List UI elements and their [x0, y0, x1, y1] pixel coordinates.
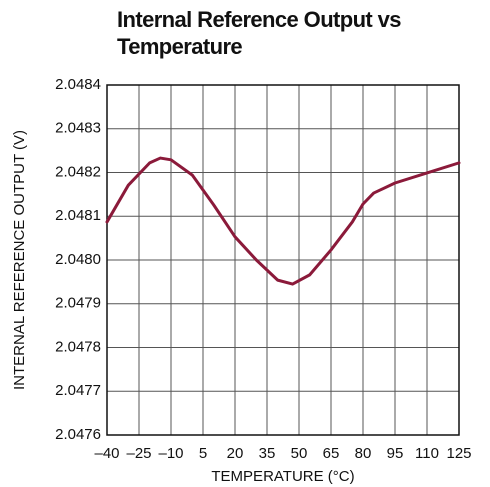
- x-tick-label: 20: [227, 445, 244, 462]
- data-line: [105, 156, 461, 286]
- x-tick-label: 80: [355, 445, 372, 462]
- x-tick-label: 5: [199, 445, 207, 462]
- x-axis-label: TEMPERATURE (°C): [211, 468, 354, 485]
- y-tick-label: 2.0476: [55, 426, 101, 443]
- y-tick-label: 2.0480: [55, 251, 101, 268]
- x-tick-label: 95: [387, 445, 404, 462]
- y-tick-label: 2.0479: [55, 295, 101, 312]
- y-axis-label: INTERNAL REFERENCE OUTPUT (V): [11, 130, 28, 390]
- y-tick-label: 2.0478: [55, 338, 101, 355]
- x-tick-label: –25: [126, 445, 151, 462]
- y-tick-label: 2.0481: [55, 207, 101, 224]
- x-tick-label: –10: [158, 445, 183, 462]
- x-tick-label: 65: [323, 445, 340, 462]
- y-tick-label: 2.0484: [55, 76, 101, 93]
- chart-title: Internal Reference Output vs Temperature: [117, 7, 402, 59]
- x-tick-label: 35: [259, 445, 276, 462]
- y-tick-label: 2.0482: [55, 163, 101, 180]
- x-tick-label: –40: [94, 445, 119, 462]
- x-tick-label: 50: [291, 445, 308, 462]
- plot-frame: [106, 84, 460, 436]
- y-tick-label: 2.0477: [55, 382, 101, 399]
- x-tick-label: 110: [415, 445, 439, 462]
- y-tick-label: 2.0483: [55, 120, 101, 137]
- x-tick-label: 125: [446, 445, 471, 462]
